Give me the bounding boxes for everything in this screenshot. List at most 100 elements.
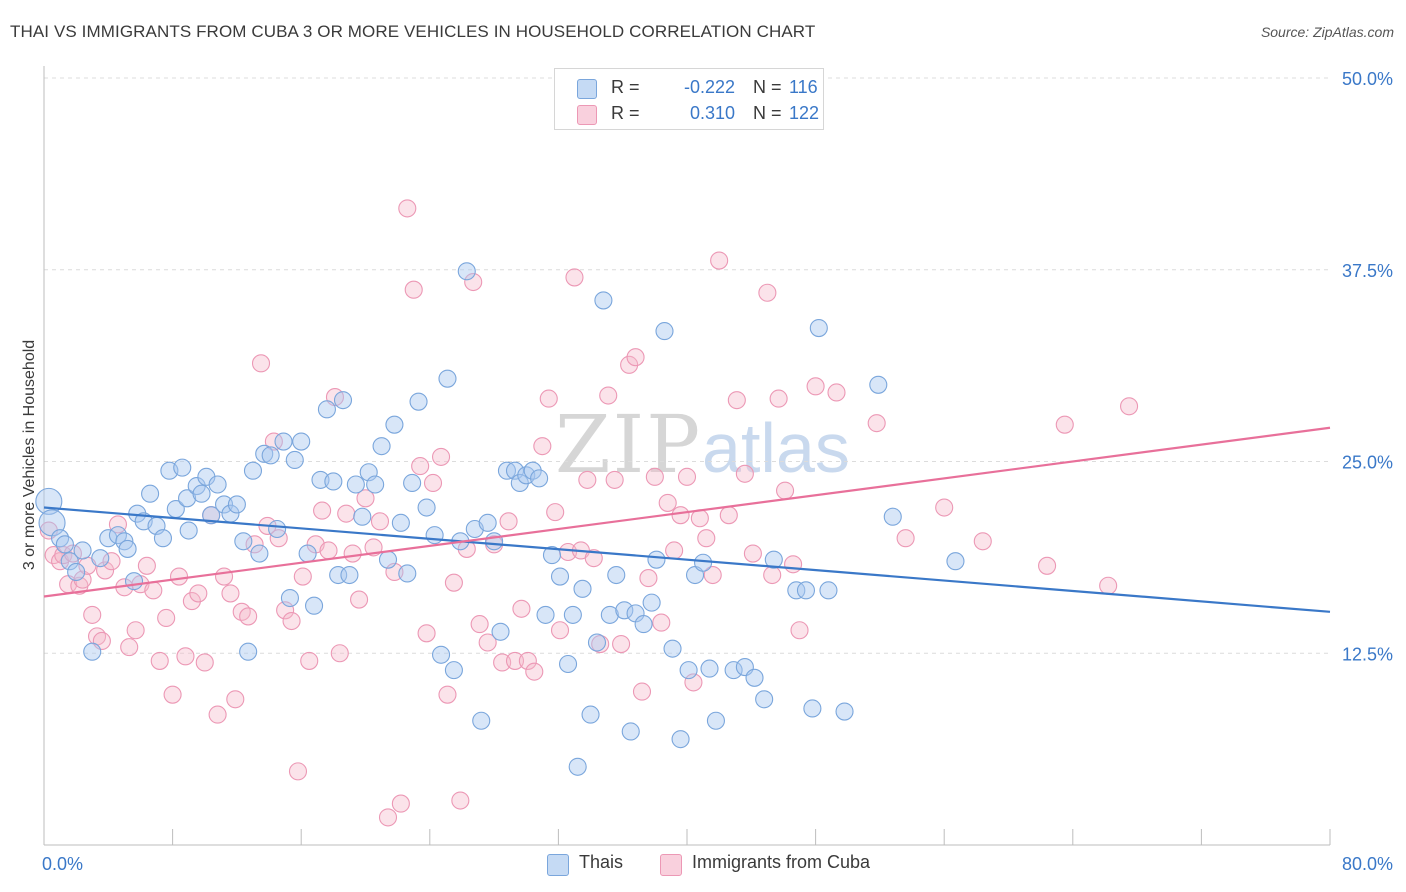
thais-point [946,552,965,571]
thais-point [679,661,698,680]
thais-point [764,550,783,569]
thais-point [91,549,110,568]
thais-point [581,705,600,724]
thais-point [510,473,529,493]
cuba-point [251,354,271,373]
cuba-point [550,621,570,640]
thais-point [292,432,311,451]
correlation-legend: R = -0.222 N = 116 R = 0.310 N = 122 [554,68,824,130]
cuba-point [350,590,369,609]
thais-point [478,513,497,532]
cuba-point [208,705,227,724]
cuba-point [451,791,470,810]
cuba-point [300,651,319,670]
cuba-point [83,605,102,624]
thais-point [573,579,592,598]
legend-r-value: -0.222 [683,77,735,97]
cuba-point [337,504,356,523]
thais-point [67,562,86,581]
cuba-point [163,685,182,704]
thais-point [568,757,587,776]
thais-point [869,375,888,394]
cuba-point [599,386,618,405]
thais-point [607,565,626,585]
thais-point [403,473,422,493]
cuba-point [176,647,195,666]
cuba-point [645,467,664,486]
thais-point [671,730,690,749]
cuba-point [245,535,264,554]
thais-point [444,661,463,680]
thais-point [883,507,902,526]
thais-point [647,550,666,569]
cuba-point [652,613,671,632]
cuba-point [330,644,349,663]
cuba-point [239,607,258,626]
cuba-point [632,682,652,701]
thais-point [317,400,336,419]
cuba-point [539,389,558,408]
thais-point [250,544,269,563]
cuba-point [743,544,762,563]
cuba-point [404,280,423,299]
y-tick-label: 25.0% [1342,453,1393,473]
thais-point [803,699,822,718]
x-tick-label: 80.0% [1342,854,1393,874]
cuba-point [282,611,301,631]
legend-r-label: R = [611,77,640,97]
thais-trend-line [43,506,1331,613]
thais-point [417,498,436,517]
source-label: Source: ZipAtlas.com [1260,24,1394,40]
cuba-point [896,529,915,548]
thais-point [594,291,613,310]
thais-point [124,572,144,591]
y-tick-label: 37.5% [1342,261,1393,281]
cuba-point [727,391,746,410]
tick-labels: 12.5% 25.0% 37.5% 50.0% 0.0% 80.0% [42,69,1393,874]
cuba-point [525,662,544,681]
y-tick-label: 12.5% [1342,644,1393,664]
thais-point [542,546,562,565]
cuba-point [584,549,603,568]
thais-point [663,639,682,658]
cuba-point [391,794,410,813]
thais-point [558,654,578,674]
cuba-point [370,512,390,531]
cuba-point [264,432,283,451]
thais-point [472,711,491,730]
thais-point [60,552,79,571]
cuba-point [565,268,584,287]
cuba-point [665,541,684,560]
thais-point [563,605,582,624]
thais-point [391,513,410,532]
cuba-point [102,552,121,571]
cuba-point [605,470,624,489]
cuba-point [591,634,610,654]
cuba-point [195,653,214,672]
thais-point [432,645,451,664]
cuba-point [518,651,537,670]
cuba-point [769,389,788,408]
series-thais-points [35,262,965,776]
thais-point [173,458,192,477]
thais-point [239,642,258,661]
thais-point [530,469,549,488]
cuba-point [464,272,483,292]
cuba-point [758,283,777,302]
thais-point [280,588,299,608]
cuba-point [1099,576,1118,595]
thais-point [655,322,674,341]
cuba-point [319,541,338,560]
thais-point [179,521,198,540]
thais-point [372,437,391,456]
cuba-point [505,651,525,670]
thais-point [118,539,137,558]
cuba-point [144,581,163,600]
thais-point [141,484,160,503]
thais-point [706,711,725,730]
thais-point [621,722,640,741]
thais-point [261,446,280,465]
thais-point [425,526,444,545]
thais-point [491,622,510,641]
thais-point [51,529,70,548]
